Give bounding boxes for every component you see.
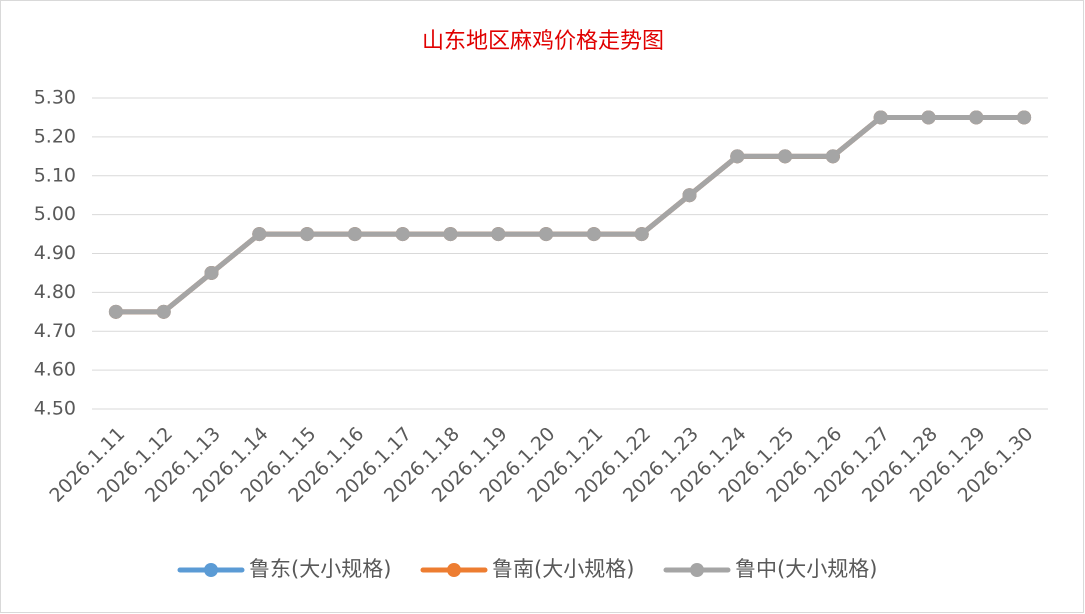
y-tick-label: 5.20 [34, 125, 76, 147]
point [156, 304, 171, 319]
point [634, 227, 649, 242]
point [300, 227, 315, 242]
y-tick-label: 5.10 [34, 164, 76, 186]
y-tick-label: 4.70 [34, 320, 76, 342]
y-tick-label: 5.30 [34, 87, 76, 109]
point [108, 304, 123, 319]
point [586, 227, 601, 242]
point [873, 110, 888, 125]
legend-marker [204, 563, 218, 577]
y-tick-label: 4.90 [34, 242, 76, 264]
point [539, 227, 554, 242]
point [825, 149, 840, 164]
point [969, 110, 984, 125]
legend-marker [690, 563, 704, 577]
legend-marker [447, 563, 461, 577]
point [682, 188, 697, 203]
series-line [115, 114, 1025, 315]
y-tick-label: 4.50 [34, 398, 76, 420]
point [204, 265, 219, 280]
point [347, 227, 362, 242]
point [921, 110, 936, 125]
point [1017, 110, 1032, 125]
point [491, 227, 506, 242]
point [252, 227, 267, 242]
point [730, 149, 745, 164]
chart-title: 山东地区麻鸡价格走势图 [422, 29, 664, 54]
y-tick-label: 4.80 [34, 281, 76, 303]
y-tick-label: 5.00 [34, 203, 76, 225]
legend-label: 鲁东(大小规格) [249, 557, 391, 581]
y-tick-label: 4.60 [34, 359, 76, 381]
point [395, 227, 410, 242]
point [778, 149, 793, 164]
legend-label: 鲁中(大小规格) [735, 557, 877, 581]
legend-label: 鲁南(大小规格) [492, 557, 634, 581]
point [443, 227, 458, 242]
